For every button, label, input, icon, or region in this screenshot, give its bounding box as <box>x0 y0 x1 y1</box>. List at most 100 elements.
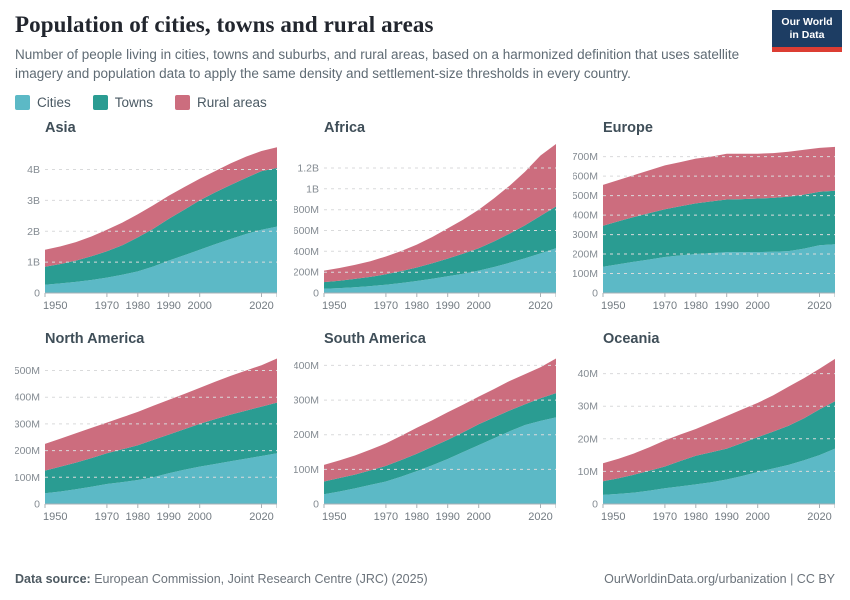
area-rural-areas <box>603 147 835 227</box>
legend-item-cities[interactable]: Cities <box>15 95 71 111</box>
legend-swatch <box>175 95 191 111</box>
owid-logo: Our World in Data <box>772 10 842 53</box>
footer: Data source: European Commission, Joint … <box>15 572 835 586</box>
y-tick-label: 20M <box>578 434 598 446</box>
area-chart-oceania: 0 10M 20M 30M 40M 1950 1970 1980 1990 2000 2020 <box>578 359 835 523</box>
y-tick-label: 700M <box>573 151 598 163</box>
x-tick-label: 2020 <box>528 300 552 312</box>
legend-item-towns[interactable]: Towns <box>92 95 154 111</box>
x-tick-label: 1980 <box>126 511 150 523</box>
y-tick-label: 400M <box>294 360 319 372</box>
x-tick-label: 2000 <box>466 300 490 312</box>
x-tick-label: 1950 <box>322 300 346 312</box>
data-source-label: Data source: <box>15 572 91 586</box>
area-rural-areas <box>45 358 277 471</box>
x-tick-label: 2000 <box>187 300 211 312</box>
x-tick-label: 1990 <box>156 300 180 312</box>
owid-logo-line2: in Data <box>789 29 825 42</box>
x-tick-label: 2000 <box>466 511 490 523</box>
x-tick-label: 1980 <box>684 511 708 523</box>
owid-logo-line1: Our World <box>781 16 833 28</box>
x-tick-label: 1990 <box>156 511 180 523</box>
y-tick-label: 4B <box>27 164 40 176</box>
area-towns <box>603 191 835 268</box>
y-tick-label: 1.2B <box>297 163 319 175</box>
area-cities <box>45 453 277 505</box>
x-tick-label: 1950 <box>43 300 67 312</box>
x-tick-label: 1950 <box>322 511 346 523</box>
x-tick-label: 1970 <box>653 511 677 523</box>
y-tick-label: 600M <box>294 225 319 237</box>
y-tick-label: 3B <box>27 195 40 207</box>
y-tick-label: 300M <box>573 229 598 241</box>
y-tick-label: 0 <box>34 499 40 511</box>
x-tick-label: 1980 <box>684 300 708 312</box>
chart-title-oceania: Oceania <box>603 331 660 348</box>
y-tick-label: 1B <box>306 184 319 196</box>
x-tick-label: 2020 <box>807 300 831 312</box>
x-tick-label: 1970 <box>653 300 677 312</box>
x-tick-label: 2000 <box>187 511 211 523</box>
y-tick-label: 200M <box>294 430 319 442</box>
x-tick-label: 2020 <box>249 300 273 312</box>
area-chart-north-america: 0 100M 200M 300M 400M 500M 1950 1970 1980 1990 200… <box>15 358 277 523</box>
chart-africa: Africa 0 200M 400M 600M 800M 1B 1.2B 1950 1970 19… <box>294 120 556 319</box>
charts-grid: Asia 0 1B 2B 3B 4B 1950 1970 1980 1990 2000 2020 A… <box>15 120 835 530</box>
y-tick-label: 0 <box>313 499 319 511</box>
x-tick-label: 2000 <box>745 300 769 312</box>
y-tick-label: 400M <box>15 392 40 404</box>
y-tick-label: 0 <box>34 288 40 300</box>
chart-title-europe: Europe <box>603 120 653 137</box>
area-rural-areas <box>603 359 835 482</box>
area-cities <box>603 448 835 505</box>
y-tick-label: 100M <box>294 464 319 476</box>
area-rural-areas <box>324 358 556 482</box>
y-tick-label: 300M <box>294 395 319 407</box>
y-tick-label: 600M <box>573 171 598 183</box>
legend-swatch <box>92 95 108 111</box>
y-tick-label: 0 <box>592 499 598 511</box>
x-tick-label: 1980 <box>405 300 429 312</box>
area-chart-africa: 0 200M 400M 600M 800M 1B 1.2B 1950 1970 1980 1990 2… <box>294 144 556 312</box>
y-tick-label: 500M <box>15 365 40 377</box>
x-tick-label: 1970 <box>374 300 398 312</box>
y-tick-label: 200M <box>15 445 40 457</box>
chart-oceania: Oceania 0 10M 20M 30M 40M 1950 1970 1980 1990 200… <box>573 331 835 530</box>
y-tick-label: 10M <box>578 466 598 478</box>
area-cities <box>324 417 556 505</box>
footer-link[interactable]: OurWorldinData.org/urbanization | CC BY <box>604 572 835 586</box>
chart-europe: Europe 0 100M 200M 300M 400M 500M 600M 700M 1950… <box>573 120 835 319</box>
legend-label: Towns <box>114 95 154 111</box>
y-tick-label: 30M <box>578 401 598 413</box>
legend: Cities Towns Rural areas <box>15 95 835 111</box>
chart-title-north-america: North America <box>45 331 145 348</box>
chart-title-africa: Africa <box>324 120 366 137</box>
area-cities <box>603 244 835 294</box>
x-tick-label: 1950 <box>601 511 625 523</box>
chart-subtitle: Number of people living in cities, towns… <box>15 47 740 82</box>
y-tick-label: 1B <box>27 257 40 269</box>
area-towns <box>324 206 556 290</box>
legend-item-rural-areas[interactable]: Rural areas <box>175 95 267 111</box>
x-tick-label: 2020 <box>528 511 552 523</box>
area-cities <box>45 226 277 294</box>
page-title: Population of cities, towns and rural ar… <box>15 12 434 37</box>
y-tick-label: 0 <box>592 288 598 300</box>
y-tick-label: 300M <box>15 419 40 431</box>
x-tick-label: 1970 <box>374 511 398 523</box>
chart-title-asia: Asia <box>45 120 76 137</box>
chart-south-america: South America 0 100M 200M 300M 400M 1950 1970 1… <box>294 331 556 530</box>
legend-label: Rural areas <box>197 95 267 111</box>
y-tick-label: 2B <box>27 226 40 238</box>
area-towns <box>45 168 277 286</box>
data-source: Data source: European Commission, Joint … <box>15 572 428 586</box>
y-tick-label: 0 <box>313 288 319 300</box>
x-tick-label: 1980 <box>126 300 150 312</box>
area-towns <box>45 402 277 494</box>
area-rural-areas <box>324 144 556 283</box>
chart-north-america: North America 0 100M 200M 300M 400M 500M 1950 1… <box>15 331 277 530</box>
x-tick-label: 2020 <box>807 511 831 523</box>
y-tick-label: 400M <box>573 210 598 222</box>
y-tick-label: 800M <box>294 205 319 217</box>
